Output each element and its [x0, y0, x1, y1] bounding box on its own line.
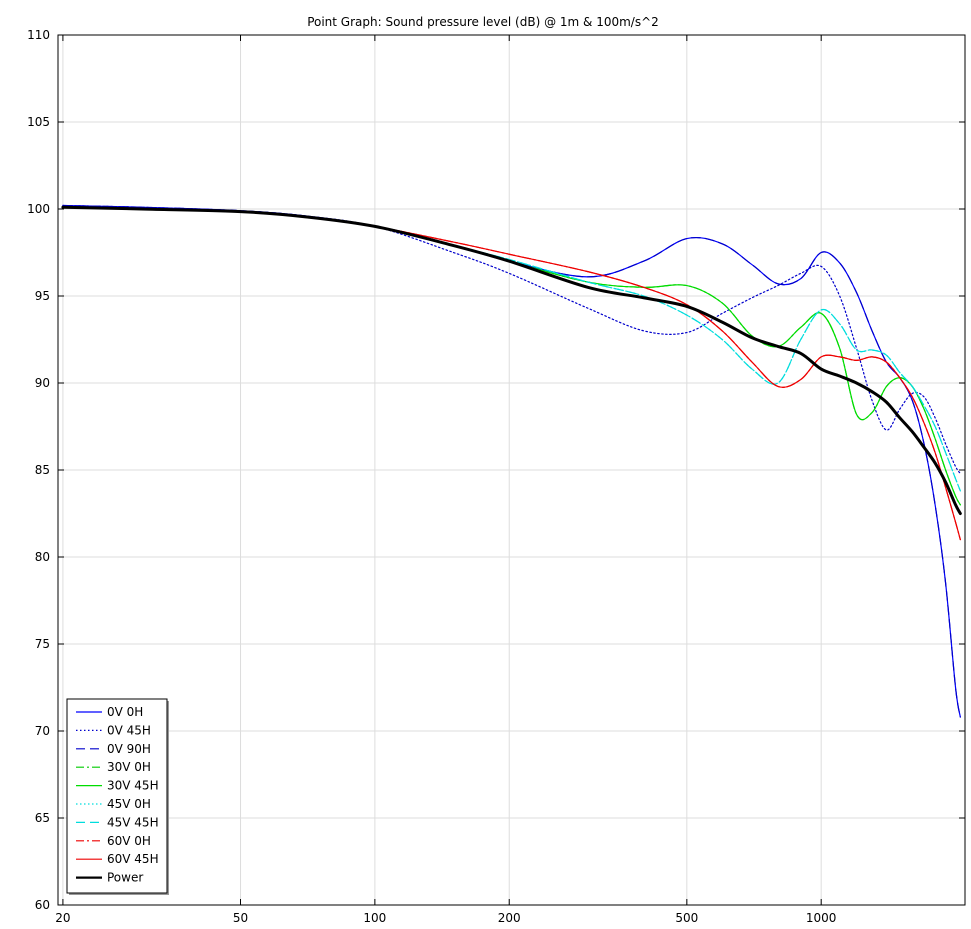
x-tick-label: 50	[233, 911, 248, 925]
series-line-8	[62, 206, 961, 541]
series-line-9	[62, 206, 961, 541]
legend-entry: 60V 0H	[107, 834, 151, 848]
legend-box	[66, 698, 168, 894]
y-tick-label: 90	[35, 376, 50, 390]
y-tick-label: 65	[35, 811, 50, 825]
legend-entry: 0V 90H	[107, 742, 151, 756]
series-line-7	[62, 206, 961, 492]
y-tick-label: 105	[27, 115, 50, 129]
series-line-1	[62, 204, 961, 718]
y-tick-label: 60	[35, 898, 50, 912]
y-tick-label: 100	[27, 202, 50, 216]
legend-entry: Power	[107, 871, 143, 885]
x-tick-label: 100	[363, 911, 386, 925]
x-tick-label: 200	[498, 911, 521, 925]
series-line-3	[62, 204, 961, 718]
series-line-10	[61, 205, 962, 515]
legend-entry: 45V 45H	[107, 815, 159, 829]
legend-entry: 45V 0H	[107, 797, 151, 811]
legend-entry: 60V 45H	[107, 852, 159, 866]
x-tick-label: 500	[675, 911, 698, 925]
legend-entry: 30V 0H	[107, 760, 151, 774]
legend-entry: 30V 45H	[107, 779, 159, 793]
x-tick-label: 20	[55, 911, 70, 925]
y-tick-label: 95	[35, 289, 50, 303]
grid	[58, 35, 965, 905]
axis-ticks: 20 50 100 200 500 1000 60 65 70 75 80 85 90 95 100 105 1…	[27, 28, 965, 925]
chart-title: Point Graph: Sound pressure level (dB) @…	[307, 15, 659, 29]
series-layer	[61, 204, 962, 718]
legend: 0V 0H 0V 45H 0V 90H 30V 0H 30V 45H 45V 0H 45V …	[66, 698, 169, 895]
series-line-2	[62, 204, 961, 475]
y-tick-label: 85	[35, 463, 50, 477]
y-tick-label: 80	[35, 550, 50, 564]
y-tick-label: 110	[27, 28, 50, 42]
x-tick-label: 1000	[806, 911, 837, 925]
y-tick-label: 75	[35, 637, 50, 651]
legend-entry: 0V 45H	[107, 723, 151, 737]
legend-entry: 0V 0H	[107, 705, 143, 719]
series-line-6	[62, 206, 961, 492]
y-tick-label: 70	[35, 724, 50, 738]
